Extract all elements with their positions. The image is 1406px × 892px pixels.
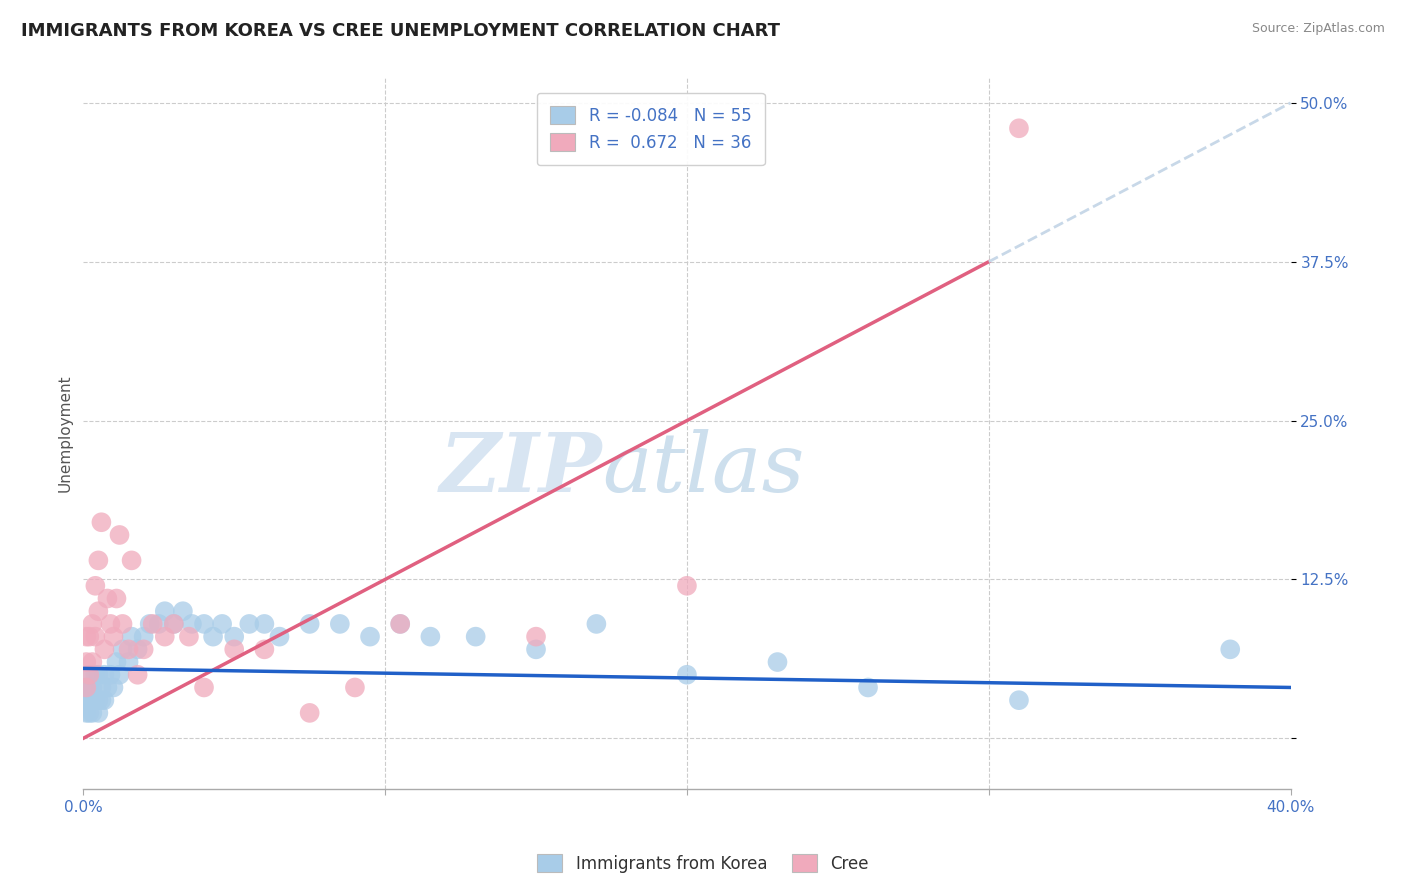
Point bbox=[75, 693, 97, 707]
Point bbox=[84, 579, 107, 593]
Point bbox=[90, 693, 112, 707]
Point bbox=[105, 591, 128, 606]
Point bbox=[90, 681, 112, 695]
Text: ZIP: ZIP bbox=[440, 429, 602, 508]
Point bbox=[211, 616, 233, 631]
Point bbox=[111, 642, 134, 657]
Point bbox=[127, 667, 149, 681]
Point bbox=[79, 667, 101, 681]
Point bbox=[193, 681, 215, 695]
Point bbox=[298, 706, 321, 720]
Point bbox=[75, 630, 97, 644]
Point bbox=[138, 616, 160, 631]
Point bbox=[87, 706, 110, 720]
Point bbox=[298, 616, 321, 631]
Point bbox=[93, 693, 115, 707]
Point bbox=[172, 604, 194, 618]
Point bbox=[148, 616, 170, 631]
Point bbox=[111, 616, 134, 631]
Point bbox=[75, 681, 97, 695]
Point bbox=[224, 630, 246, 644]
Point bbox=[96, 591, 118, 606]
Point bbox=[79, 681, 101, 695]
Point bbox=[127, 642, 149, 657]
Point bbox=[524, 630, 547, 644]
Point bbox=[238, 616, 260, 631]
Point bbox=[108, 667, 131, 681]
Point bbox=[96, 681, 118, 695]
Point bbox=[193, 616, 215, 631]
Point bbox=[177, 630, 200, 644]
Point bbox=[676, 667, 699, 681]
Point bbox=[82, 616, 104, 631]
Point bbox=[84, 630, 107, 644]
Point bbox=[90, 515, 112, 529]
Point bbox=[202, 630, 225, 644]
Point bbox=[87, 693, 110, 707]
Point bbox=[82, 655, 104, 669]
Point bbox=[100, 616, 122, 631]
Point bbox=[82, 681, 104, 695]
Point bbox=[142, 616, 165, 631]
Point bbox=[121, 553, 143, 567]
Point bbox=[766, 655, 789, 669]
Point bbox=[585, 616, 607, 631]
Point bbox=[132, 630, 155, 644]
Point bbox=[79, 693, 101, 707]
Point bbox=[93, 667, 115, 681]
Point bbox=[856, 681, 879, 695]
Point bbox=[93, 642, 115, 657]
Point bbox=[389, 616, 412, 631]
Point bbox=[329, 616, 352, 631]
Point bbox=[82, 706, 104, 720]
Point bbox=[269, 630, 291, 644]
Point bbox=[84, 667, 107, 681]
Point bbox=[132, 642, 155, 657]
Point bbox=[87, 604, 110, 618]
Point bbox=[79, 630, 101, 644]
Point bbox=[105, 655, 128, 669]
Point bbox=[117, 655, 139, 669]
Text: atlas: atlas bbox=[602, 429, 804, 508]
Point bbox=[359, 630, 381, 644]
Point bbox=[100, 667, 122, 681]
Point bbox=[163, 616, 186, 631]
Point bbox=[103, 630, 125, 644]
Point bbox=[153, 630, 176, 644]
Legend: R = -0.084   N = 55, R =  0.672   N = 36: R = -0.084 N = 55, R = 0.672 N = 36 bbox=[537, 93, 765, 165]
Point bbox=[181, 616, 204, 631]
Point bbox=[82, 693, 104, 707]
Y-axis label: Unemployment: Unemployment bbox=[58, 375, 72, 492]
Point bbox=[389, 616, 412, 631]
Point bbox=[84, 693, 107, 707]
Point bbox=[153, 604, 176, 618]
Point bbox=[117, 642, 139, 657]
Point bbox=[1008, 693, 1031, 707]
Text: IMMIGRANTS FROM KOREA VS CREE UNEMPLOYMENT CORRELATION CHART: IMMIGRANTS FROM KOREA VS CREE UNEMPLOYME… bbox=[21, 22, 780, 40]
Point bbox=[75, 655, 97, 669]
Point bbox=[108, 528, 131, 542]
Point bbox=[79, 706, 101, 720]
Point bbox=[343, 681, 366, 695]
Point bbox=[224, 642, 246, 657]
Point bbox=[79, 667, 101, 681]
Legend: Immigrants from Korea, Cree: Immigrants from Korea, Cree bbox=[530, 847, 876, 880]
Point bbox=[464, 630, 486, 644]
Point bbox=[253, 642, 276, 657]
Point bbox=[524, 642, 547, 657]
Point bbox=[1008, 121, 1031, 136]
Point bbox=[163, 616, 186, 631]
Point bbox=[419, 630, 441, 644]
Point bbox=[1219, 642, 1241, 657]
Point bbox=[75, 706, 97, 720]
Point bbox=[87, 553, 110, 567]
Point bbox=[103, 681, 125, 695]
Point bbox=[75, 681, 97, 695]
Point bbox=[121, 630, 143, 644]
Point bbox=[87, 667, 110, 681]
Point bbox=[676, 579, 699, 593]
Point bbox=[253, 616, 276, 631]
Text: Source: ZipAtlas.com: Source: ZipAtlas.com bbox=[1251, 22, 1385, 36]
